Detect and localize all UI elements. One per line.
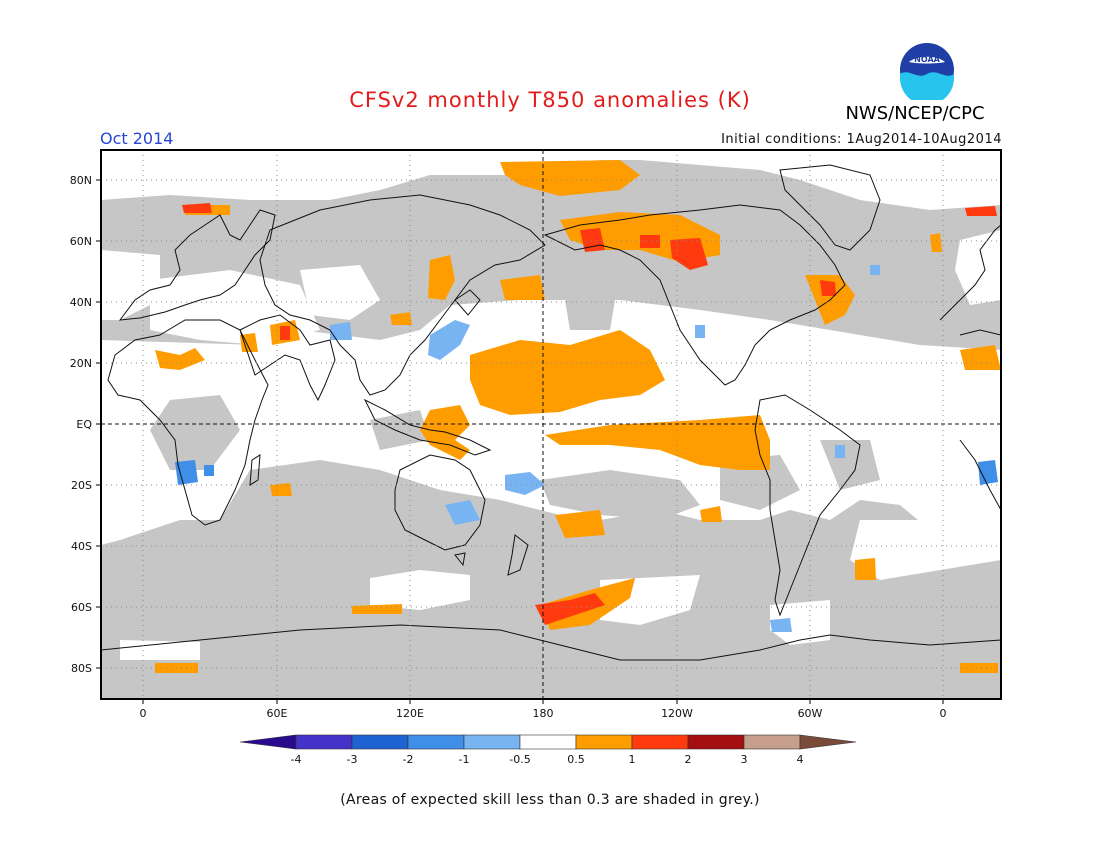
legend-swatch [463,734,521,750]
lon-label: 120W [661,707,693,720]
lon-ticks [142,699,944,704]
agency-label: NWS/NCEP/CPC [845,103,985,124]
lat-label: 40S [71,540,92,553]
cold-anomaly-1-2 [175,460,998,485]
lat-label: 60N [70,235,92,248]
legend-swatch [687,734,745,750]
lon-label: 60E [267,707,288,720]
legend-tick-label: 4 [797,753,804,766]
lat-label: 80N [70,174,92,187]
legend-tick-label: 2 [685,753,692,766]
legend-tick-label: -3 [347,753,358,766]
coastlines [101,164,1001,661]
cold-anomaly-05-1 [330,265,880,632]
lat-label: 60S [71,601,92,614]
logo-text: NOAA [914,55,940,64]
noaa-logo: NOAA [898,41,956,100]
lon-label: 0 [140,707,147,720]
legend-swatch [575,734,633,750]
legend-tick-label: 0.5 [567,753,585,766]
map-field [101,150,1001,699]
legend-tick-label: -1 [459,753,470,766]
reference-lines [101,150,1001,699]
legend-swatch-below-min [239,734,297,750]
lon-label: 0 [940,707,947,720]
legend-swatch [407,734,465,750]
legend-tick-label: 3 [741,753,748,766]
lat-label: 40N [70,296,92,309]
lat-label: EQ [76,418,92,431]
lon-label: 120E [396,707,424,720]
legend-swatch [631,734,689,750]
legend-swatch [743,734,801,750]
footnote: (Areas of expected skill less than 0.3 a… [340,792,760,808]
legend-tick-label: -2 [403,753,414,766]
lat-labels: 80N 60N 40N 20N EQ 20S 40S 60S 80S [70,174,93,675]
lat-ticks [96,179,101,669]
legend-tick-label: -0.5 [509,753,530,766]
graticule [101,150,1001,699]
legend-swatch [351,734,409,750]
lon-label: 60W [798,707,823,720]
initial-conditions-label: Initial conditions: 1Aug2014-10Aug2014 [721,132,1002,147]
lat-label: 80S [71,662,92,675]
period-label: Oct 2014 [100,129,174,148]
legend-swatch [519,734,577,750]
lat-label: 20N [70,357,92,370]
color-legend [239,734,857,750]
legend-swatch [295,734,353,750]
legend-labels: -4 -3 -2 -1 -0.5 0.5 1 2 3 4 [291,753,804,766]
legend-tick-label: 1 [629,753,636,766]
lat-label: 20S [71,479,92,492]
lon-labels: 0 60E 120E 180 120W 60W 0 [140,707,947,720]
chart-title: CFSv2 monthly T850 anomalies (K) [349,88,751,112]
warm-anomaly-1-2 [182,203,997,625]
legend-tick-label: -4 [291,753,302,766]
legend-swatch-above-max [799,734,857,750]
lon-label: 180 [533,707,554,720]
